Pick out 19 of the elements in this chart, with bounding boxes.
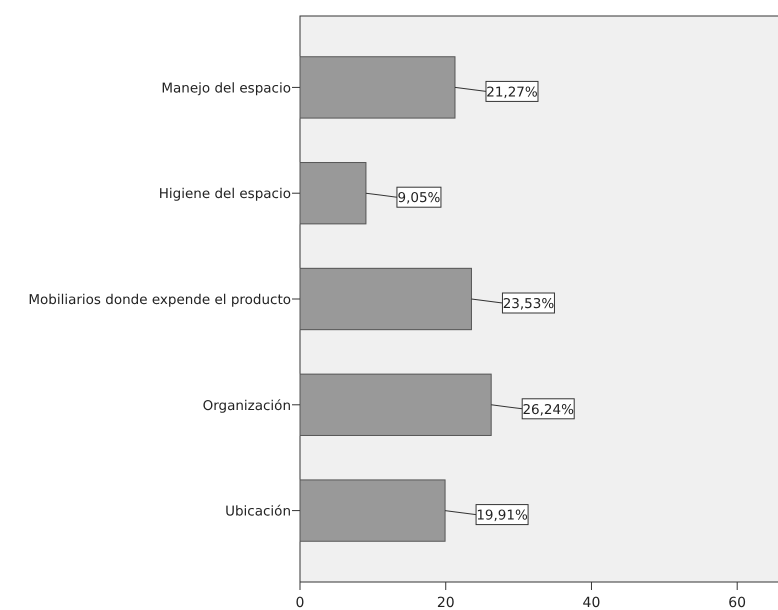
data-label: 9,05% (398, 190, 441, 206)
y-tick-label: Higiene del espacio (158, 186, 291, 202)
bar (300, 268, 472, 330)
bar (300, 374, 492, 436)
x-tick-label: 40 (582, 595, 600, 610)
y-tick-label: Ubicación (225, 504, 291, 520)
bar (300, 56, 456, 119)
data-label: 23,53% (502, 296, 554, 312)
data-label: 26,24% (522, 402, 574, 418)
y-tick-label: Manejo del espacio (161, 80, 291, 96)
y-tick-label: Organización (202, 398, 291, 414)
x-tick-label: 20 (436, 595, 455, 610)
data-label: 19,91% (476, 508, 528, 524)
x-tick-label: 0 (296, 595, 304, 610)
bar (300, 162, 366, 224)
bar (300, 479, 446, 542)
data-label: 21,27% (486, 84, 538, 100)
y-tick-label: Mobiliarios donde expende el producto (28, 292, 291, 308)
x-tick-label: 60 (728, 595, 746, 610)
